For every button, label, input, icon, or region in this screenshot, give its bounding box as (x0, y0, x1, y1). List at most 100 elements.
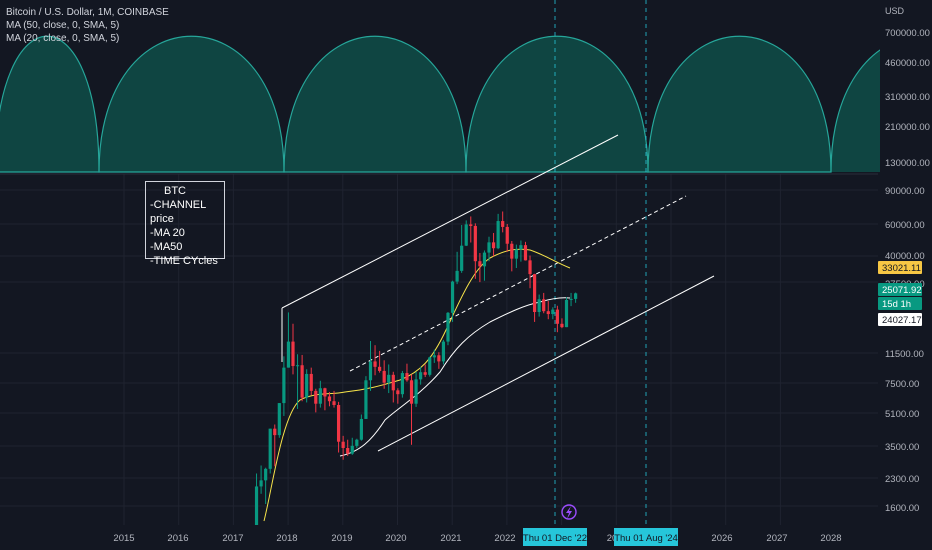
price-tick-label: 310000.00 (885, 92, 930, 103)
candle-body (482, 252, 487, 267)
candle-body (391, 374, 395, 391)
time-cycle-arch (0, 35, 100, 173)
cycle-marker-tag-bg[interactable] (614, 528, 678, 546)
candle-body (350, 445, 354, 454)
ma50-legend[interactable]: MA (50, close, 0, SMA, 5) (6, 20, 120, 31)
cycle-marker-tag-bg[interactable] (523, 528, 587, 546)
lightning-icon[interactable] (561, 504, 577, 520)
year-tick-label: 2021 (440, 533, 461, 544)
candle-body (551, 309, 555, 315)
cycle-marker-tag-label[interactable]: Thu 01 Aug '24 (614, 533, 678, 544)
candle-body (286, 341, 291, 368)
candle-body (305, 373, 309, 398)
cycle-marker-tag-label[interactable]: Thu 01 Dec '22 (523, 533, 587, 544)
candle-body (437, 355, 441, 362)
year-tick-label: 2028 (820, 533, 841, 544)
annotation-title: BTC (164, 185, 186, 197)
candle-body (295, 365, 300, 367)
candle-body (378, 366, 382, 371)
candle-body (478, 261, 482, 267)
annotation-line: -TIME CYcles (150, 255, 218, 267)
candle-body (405, 373, 409, 381)
candle-body (346, 448, 350, 454)
year-tick-label: 2019 (331, 533, 352, 544)
candle-body (505, 226, 509, 244)
candle-body (473, 225, 477, 262)
candle-body (277, 403, 281, 436)
price-tag-label[interactable]: 24027.17 (882, 315, 922, 326)
year-tick-label: 2027 (766, 533, 787, 544)
candle-body (496, 221, 500, 249)
candle-body (542, 299, 546, 312)
year-tick-label: 2016 (167, 533, 188, 544)
year-tick-label: 20 (607, 533, 618, 544)
price-tag-label[interactable]: 33021.11 (882, 263, 921, 274)
channel-lower-line (377, 275, 715, 452)
candle-body (341, 441, 345, 449)
candle-body (382, 370, 386, 383)
year-tick-label: 2026 (711, 533, 732, 544)
candle-body (387, 374, 391, 383)
price-tick-label: 40000.00 (885, 251, 925, 262)
time-cycle-arch (465, 35, 649, 173)
price-tag-bg[interactable] (878, 297, 922, 310)
candle-body (409, 380, 414, 404)
annotation-line: -CHANNEL price (150, 199, 206, 225)
candle-body (432, 355, 436, 358)
symbol-title[interactable]: Bitcoin / U.S. Dollar, 1M, COINBASE (6, 7, 169, 18)
ma20-legend[interactable]: MA (20, close, 0, SMA, 5) (6, 33, 120, 44)
candle-body (537, 299, 541, 312)
price-tick-label: 7500.00 (885, 379, 919, 390)
time-cycle-arch (647, 35, 832, 173)
candle-body (359, 418, 363, 440)
price-channel (281, 134, 715, 452)
price-tick-label: 2300.00 (885, 474, 919, 485)
candle-body (514, 249, 518, 259)
candle-body (523, 245, 528, 261)
price-tag-label[interactable]: 15d 1h (882, 299, 911, 310)
candle-body (574, 293, 578, 299)
candle-body (419, 372, 423, 380)
price-tag-label[interactable]: 25071.92 (882, 285, 922, 296)
chart-legend: Bitcoin / U.S. Dollar, 1M, COINBASE MA (… (6, 6, 169, 45)
candle-body (510, 243, 514, 259)
candle-body (332, 401, 336, 405)
price-tag-bg[interactable] (878, 261, 922, 274)
candle-body (423, 372, 427, 375)
candle-body (314, 390, 318, 404)
price-tick-label: 11500.00 (885, 349, 924, 360)
price-scale[interactable]: USD 700000.00 460000.00 310000.00 210000.00 1… (878, 0, 932, 525)
candle-body (300, 365, 304, 398)
candle-body (532, 274, 537, 312)
candle-body (327, 396, 332, 402)
candles (237, 211, 578, 550)
candle-body (487, 242, 491, 253)
price-tag-bg[interactable] (878, 313, 922, 326)
channel-upper-line (281, 134, 619, 309)
channel-middle-line (349, 195, 687, 372)
year-tick-label: 2015 (113, 533, 134, 544)
price-tick-label: 90000.00 (885, 186, 925, 197)
price-tick-label: 460000.00 (885, 58, 930, 69)
candle-body (501, 221, 505, 227)
time-scale[interactable]: 2015 2016 2017 2018 2019 2020 2021 2022 20 2026 20… (0, 525, 932, 550)
candle-body (336, 404, 341, 442)
price-tick-label: 700000.00 (885, 28, 930, 39)
candle-body (268, 428, 272, 469)
candle-body (528, 260, 532, 275)
time-scale-background[interactable] (0, 525, 932, 550)
candle-body (355, 439, 359, 446)
candle-body (464, 224, 468, 246)
price-tick-label: 3500.00 (885, 442, 919, 453)
annotation-box[interactable]: BTC -CHANNEL price -MA 20 -MA50 -TIME CY… (145, 181, 225, 267)
candle-body (450, 281, 455, 313)
candle-body (400, 373, 404, 395)
year-tick-label: 2020 (385, 533, 406, 544)
candle-body (460, 245, 464, 271)
candle-body (555, 309, 559, 324)
price-tick-label: 210000.00 (885, 122, 930, 133)
candle-body (318, 388, 322, 404)
price-tick-label: 130000.00 (885, 158, 930, 169)
price-tag-bg[interactable] (878, 283, 922, 296)
